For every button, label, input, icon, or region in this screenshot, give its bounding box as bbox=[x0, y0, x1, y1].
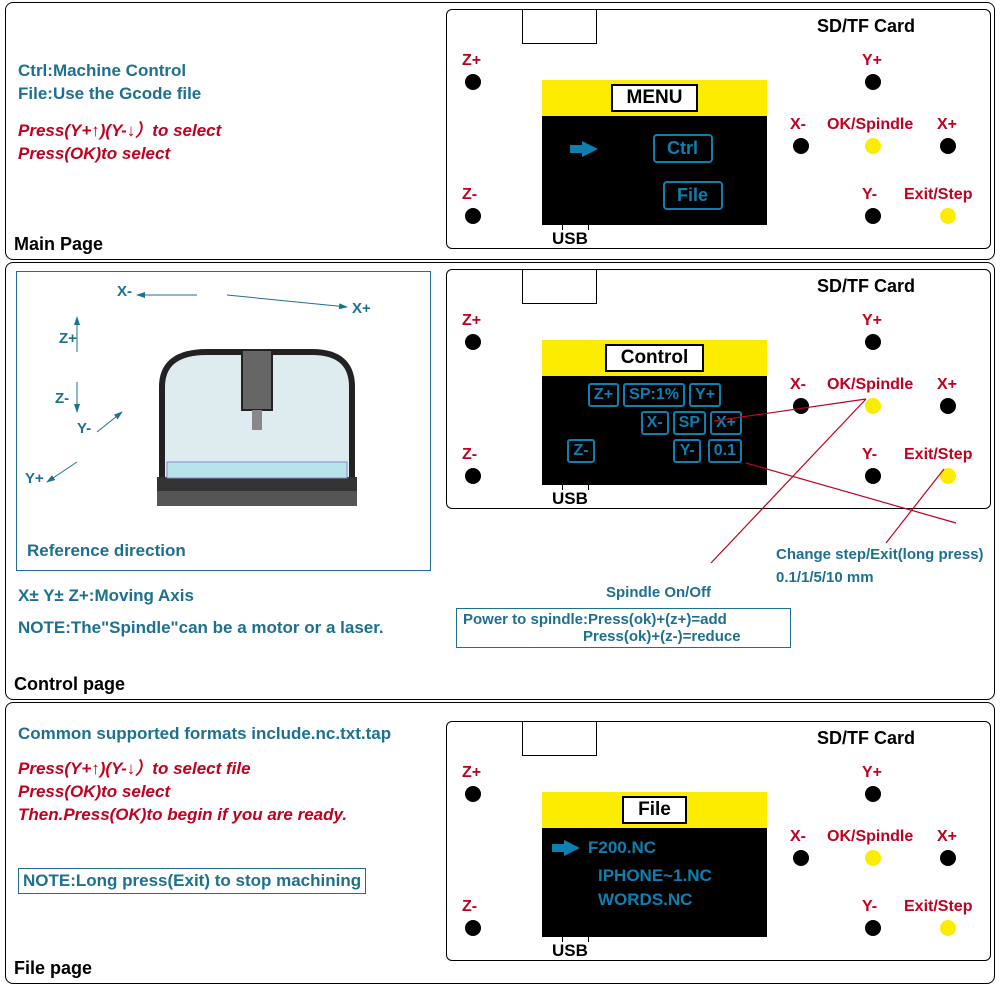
zminus-btn[interactable] bbox=[465, 920, 481, 936]
ok-label: OK/Spindle bbox=[827, 116, 913, 134]
axis-yplus: Y+ bbox=[25, 470, 44, 487]
control-notes: X± Y± Z+:Moving Axis NOTE:The"Spindle"ca… bbox=[18, 583, 438, 641]
moving-axis: X± Y± Z+:Moving Axis bbox=[18, 586, 438, 606]
begin-ready: Then.Press(OK)to begin if you are ready. bbox=[18, 805, 438, 825]
section-title: File page bbox=[14, 958, 92, 979]
exit-label: Exit/Step bbox=[904, 898, 972, 916]
ok-btn[interactable] bbox=[865, 850, 881, 866]
zminus-label: Z- bbox=[462, 186, 477, 204]
usb-label: USB bbox=[552, 941, 588, 961]
yminus-btn[interactable] bbox=[865, 208, 881, 224]
menu-file: File bbox=[663, 181, 723, 210]
sd-label: SD/TF Card bbox=[817, 728, 915, 749]
arrow-icon bbox=[564, 840, 580, 856]
yplus-label: Y+ bbox=[862, 764, 882, 782]
zplus-label: Z+ bbox=[462, 52, 481, 70]
axis-zminus: Z- bbox=[55, 390, 69, 407]
zplus-btn[interactable] bbox=[465, 786, 481, 802]
axis-zplus: Z+ bbox=[59, 330, 77, 347]
formats-note: Common supported formats include.nc.txt.… bbox=[18, 724, 438, 744]
yplus-label: Y+ bbox=[862, 52, 882, 70]
yminus-label: Y- bbox=[862, 186, 877, 204]
axis-yminus: Y- bbox=[77, 420, 91, 437]
stop-note: NOTE:Long press(Exit) to stop machining bbox=[23, 871, 361, 890]
zplus-label: Z+ bbox=[462, 764, 481, 782]
arrow-icon bbox=[582, 141, 598, 157]
controller-panel: SD/TF Card USB Z+ Z- Y+ Y- X- OK/Spindle… bbox=[446, 721, 991, 961]
sd-slot bbox=[522, 721, 597, 756]
stop-note-box: NOTE:Long press(Exit) to stop machining bbox=[18, 868, 366, 894]
yplus-btn[interactable] bbox=[865, 74, 881, 90]
power-line2: Press(ok)+(z-)=reduce bbox=[583, 628, 784, 645]
ok-btn[interactable] bbox=[865, 138, 881, 154]
xplus-label: X+ bbox=[937, 116, 957, 134]
sd-label: SD/TF Card bbox=[817, 16, 915, 37]
section-title: Main Page bbox=[14, 234, 103, 255]
axis-xplus: X+ bbox=[352, 300, 371, 317]
main-page-instructions: Ctrl:Machine Control File:Use the Gcode … bbox=[18, 58, 438, 167]
section-main-page: Ctrl:Machine Control File:Use the Gcode … bbox=[5, 2, 995, 260]
screen-title: MENU bbox=[611, 84, 699, 112]
reference-box: X- X+ Z+ Z- Y- Y+ Reference direction bbox=[16, 271, 431, 571]
exit-btn[interactable] bbox=[940, 208, 956, 224]
file-page-instructions: Common supported formats include.nc.txt.… bbox=[18, 721, 438, 897]
controller-panel: SD/TF Card USB Z+ Z- Y+ Y- X- OK/Spindle… bbox=[446, 9, 991, 249]
exit-label: Exit/Step bbox=[904, 186, 972, 204]
section-control-page: X- X+ Z+ Z- Y- Y+ Reference direction X±… bbox=[5, 262, 995, 700]
xminus-label: X- bbox=[790, 828, 806, 846]
file-1: IPHONE~1.NC bbox=[598, 866, 757, 886]
file-0: F200.NC bbox=[588, 838, 656, 858]
xplus-label: X+ bbox=[937, 828, 957, 846]
lcd-screen: File F200.NC IPHONE~1.NC WORDS.NC bbox=[542, 792, 767, 937]
zplus-btn[interactable] bbox=[465, 74, 481, 90]
file-2: WORDS.NC bbox=[598, 890, 757, 910]
section-title: Control page bbox=[14, 674, 125, 695]
power-line1: Power to spindle:Press(ok)+(z+)=add bbox=[463, 611, 784, 628]
screen-title: File bbox=[622, 796, 687, 824]
usb-label: USB bbox=[552, 229, 588, 249]
sd-slot bbox=[522, 9, 597, 44]
ref-title: Reference direction bbox=[27, 541, 186, 561]
change-step-2: 0.1/1/5/10 mm bbox=[776, 569, 874, 586]
exit-btn[interactable] bbox=[940, 920, 956, 936]
section-file-page: Common supported formats include.nc.txt.… bbox=[5, 702, 995, 984]
menu-ctrl: Ctrl bbox=[653, 134, 713, 163]
ctrl-desc: Ctrl:Machine Control bbox=[18, 61, 438, 81]
yplus-btn[interactable] bbox=[865, 786, 881, 802]
select-instruction: Press(Y+↑)(Y-↓）to select bbox=[18, 116, 438, 141]
xminus-btn[interactable] bbox=[793, 850, 809, 866]
zminus-label: Z- bbox=[462, 898, 477, 916]
file-desc: File:Use the Gcode file bbox=[18, 84, 438, 104]
yminus-label: Y- bbox=[862, 898, 877, 916]
xminus-btn[interactable] bbox=[793, 138, 809, 154]
ok-instruction: Press(OK)to select bbox=[18, 144, 438, 164]
select-file: Press(Y+↑)(Y-↓）to select file bbox=[18, 754, 438, 779]
power-box: Power to spindle:Press(ok)+(z+)=add Pres… bbox=[456, 608, 791, 648]
spindle-onoff: Spindle On/Off bbox=[606, 584, 711, 601]
lcd-screen: MENU Ctrl File bbox=[542, 80, 767, 225]
xplus-btn[interactable] bbox=[940, 138, 956, 154]
ok-label: OK/Spindle bbox=[827, 828, 913, 846]
zminus-btn[interactable] bbox=[465, 208, 481, 224]
axis-xminus: X- bbox=[117, 283, 132, 300]
yminus-btn[interactable] bbox=[865, 920, 881, 936]
spindle-note: NOTE:The"Spindle"can be a motor or a las… bbox=[18, 618, 438, 638]
xminus-label: X- bbox=[790, 116, 806, 134]
press-ok: Press(OK)to select bbox=[18, 782, 438, 802]
xplus-btn[interactable] bbox=[940, 850, 956, 866]
change-step-1: Change step/Exit(long press) bbox=[776, 546, 984, 563]
